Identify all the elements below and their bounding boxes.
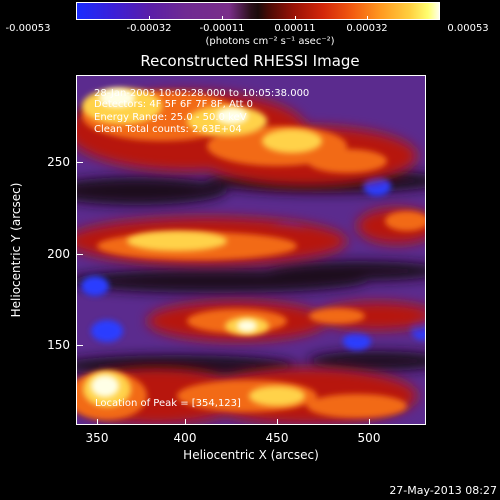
clean-total-counts: Clean Total counts: 2.63E+04 <box>94 124 242 135</box>
colorbar-tick-label: 0.00032 <box>346 23 388 34</box>
detectors-info: Detectors: 4F 5F 6F 7F 8F, Att 0 <box>94 99 254 110</box>
colorbar-tick <box>76 16 77 20</box>
colorbar-tick <box>149 16 150 20</box>
reconstructed-image <box>76 75 426 425</box>
x-tick-label: 500 <box>357 431 381 445</box>
colorbar-tick <box>295 16 296 20</box>
x-tick-label: 400 <box>173 431 197 445</box>
colorbar-units: (photons cm⁻² s⁻¹ asec⁻²) <box>205 36 335 47</box>
colorbar-tick-label: -0.00032 <box>126 23 172 34</box>
colorbar-tick <box>222 16 223 20</box>
energy-range: Energy Range: 25.0 - 50.0 keV <box>94 112 247 123</box>
y-tick <box>77 162 83 163</box>
colorbar-tick <box>367 16 368 20</box>
colorbar-tick-label: -0.00053 <box>5 23 51 34</box>
intensity-map <box>77 76 425 424</box>
y-axis-label: Heliocentric Y (arcsec) <box>9 182 23 318</box>
colorbar-tick-label: 0.00011 <box>274 23 316 34</box>
x-tick-label: 350 <box>85 431 109 445</box>
colorbar-tick-label: -0.00011 <box>199 23 245 34</box>
plot-title: Reconstructed RHESSI Image <box>140 52 360 70</box>
y-tick-label: 150 <box>47 338 70 352</box>
x-axis-label: Heliocentric X (arcsec) <box>183 448 319 462</box>
colorbar <box>76 2 440 20</box>
colorbar-tick <box>439 16 440 20</box>
plot-timestamp: 27-May-2013 08:27 <box>389 484 497 497</box>
x-tick-label: 450 <box>265 431 289 445</box>
y-tick <box>77 345 83 346</box>
peak-location: Location of Peak = [354,123] <box>95 398 241 409</box>
y-tick-label: 250 <box>47 155 70 169</box>
colorbar-tick-label: 0.00053 <box>447 23 489 34</box>
x-tick <box>97 419 98 425</box>
x-tick <box>369 419 370 425</box>
y-tick-label: 200 <box>47 247 70 261</box>
observation-time: 28-Jan-2003 10:02:28.000 to 10:05:38.000 <box>94 88 310 99</box>
y-tick <box>77 254 83 255</box>
x-tick <box>185 419 186 425</box>
x-tick <box>277 419 278 425</box>
